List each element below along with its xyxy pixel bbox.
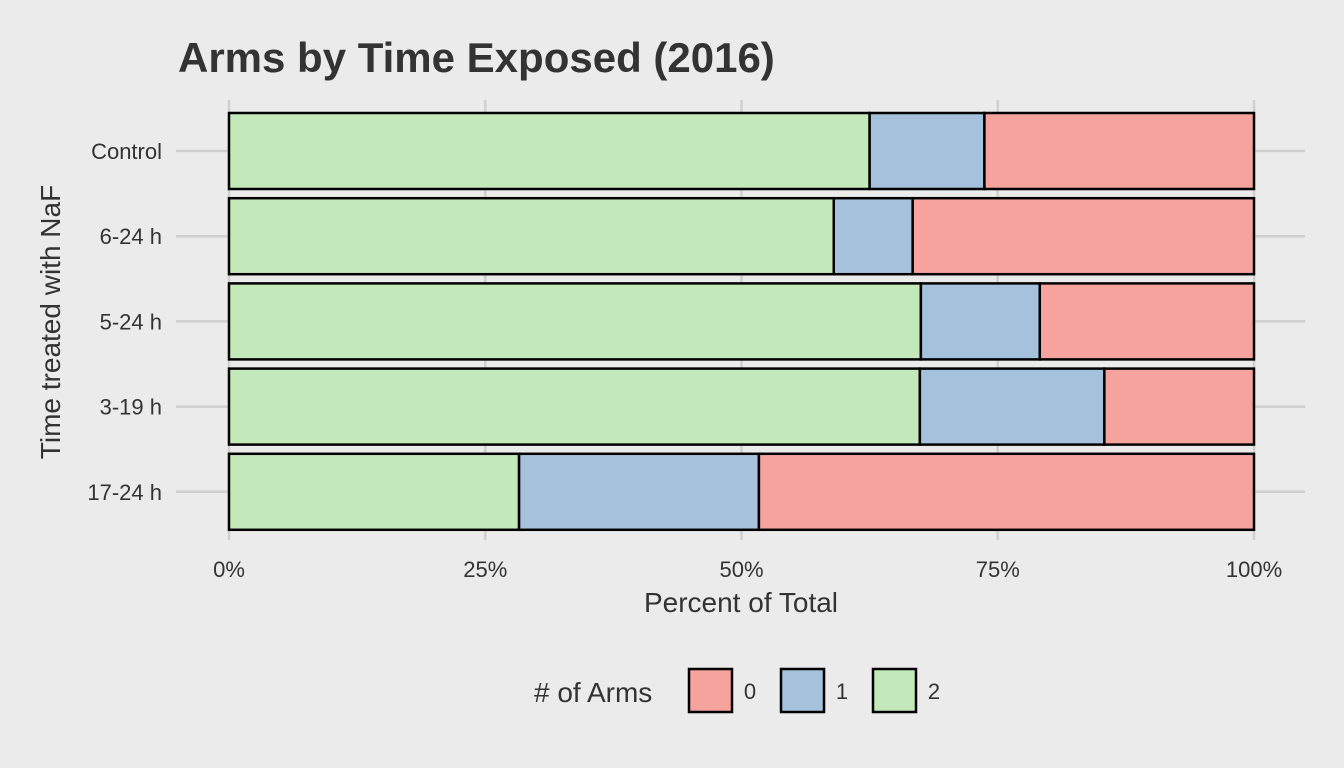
chart-title: Arms by Time Exposed (2016) — [178, 34, 775, 81]
legend-key-0 — [687, 667, 734, 714]
bars — [227, 111, 1256, 532]
bar-segment-2 — [227, 367, 922, 446]
bar-segment-1 — [517, 452, 761, 532]
bar-segment-0 — [1038, 282, 1256, 361]
bar-segment-1 — [868, 111, 986, 191]
bar-segment-2 — [227, 111, 871, 191]
y-tick-labels: Control 6-24 h 5-24 h 3-19 h 17-24 h — [87, 139, 162, 505]
legend-label: 1 — [836, 679, 848, 704]
x-tick-label: 100% — [1226, 557, 1282, 582]
x-tick-label: 0% — [213, 557, 245, 582]
bar-segment-0 — [1103, 367, 1256, 446]
legend-title: # of Arms — [534, 677, 652, 708]
x-axis-title: Percent of Total — [644, 587, 838, 618]
legend-label: 2 — [928, 679, 940, 704]
bar-segment-0 — [757, 452, 1256, 532]
bar-segment-2 — [227, 282, 923, 361]
bar-segment-0 — [911, 196, 1256, 276]
x-tick-labels: 0% 25% 50% 75% 100% — [213, 557, 1282, 582]
y-tick-label: Control — [91, 139, 162, 164]
x-tick-label: 50% — [719, 557, 763, 582]
x-tick-label: 75% — [976, 557, 1020, 582]
bar-segment-2 — [227, 196, 835, 276]
bar-segment-1 — [918, 367, 1106, 446]
bar-segment-1 — [832, 196, 914, 276]
y-tick-label: 5-24 h — [100, 309, 162, 334]
bar-segment-0 — [983, 111, 1256, 191]
y-tick-label: 6-24 h — [100, 224, 162, 249]
y-axis-title: Time treated with NaF — [35, 185, 66, 459]
legend-key-2 — [871, 667, 918, 714]
y-tick-label: 3-19 h — [100, 395, 162, 420]
bar-segment-1 — [919, 282, 1042, 361]
bar-segment-2 — [227, 452, 521, 532]
legend-key-1 — [779, 667, 826, 714]
y-tick-label: 17-24 h — [87, 480, 162, 505]
x-tick-label: 25% — [463, 557, 507, 582]
legend-label: 0 — [744, 679, 756, 704]
legend: # of Arms 0 1 2 — [534, 667, 940, 714]
